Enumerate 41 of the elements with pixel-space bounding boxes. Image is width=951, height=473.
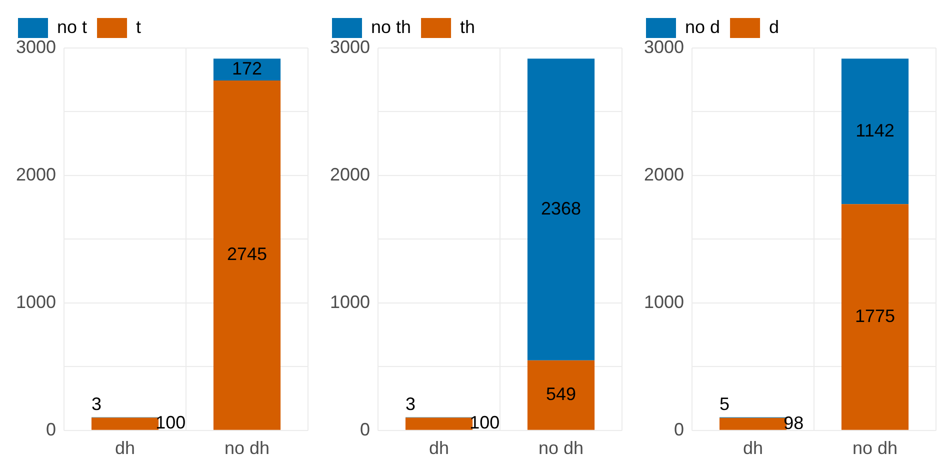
legend-label: no th xyxy=(371,16,412,37)
bar xyxy=(213,58,281,81)
bar xyxy=(841,204,909,430)
x-tick-label: no dh xyxy=(852,438,898,458)
y-tick-label: 1000 xyxy=(644,292,684,312)
data-label: 2745 xyxy=(226,244,268,264)
legend-label: no d xyxy=(685,16,720,37)
bar xyxy=(91,418,159,430)
y-tick-label: 2000 xyxy=(16,164,56,184)
data-label: 1775 xyxy=(854,306,896,326)
data-label: 549 xyxy=(546,384,576,404)
data-label: 1142 xyxy=(856,120,894,140)
x-tick-label: dh xyxy=(429,438,450,458)
legend-label: no t xyxy=(57,16,88,37)
y-tick-label: 3000 xyxy=(330,36,370,57)
y-tick-label: 0 xyxy=(46,419,56,440)
y-tick-label: 2000 xyxy=(330,164,370,184)
y-tick-label: 3000 xyxy=(644,36,684,57)
y-tick-label: 1000 xyxy=(16,292,56,312)
x-tick-label: dh xyxy=(115,438,136,458)
legend-label: t xyxy=(136,16,142,37)
data-label: 5 xyxy=(719,394,730,414)
y-tick-label: 0 xyxy=(360,419,370,440)
y-tick-label: 0 xyxy=(674,419,684,440)
x-tick-label: dh xyxy=(743,438,764,458)
bar xyxy=(527,360,595,430)
y-tick-label: 1000 xyxy=(330,292,370,312)
x-tick-label: no dh xyxy=(538,438,584,458)
x-tick-label: no dh xyxy=(224,438,270,458)
data-label: 172 xyxy=(232,58,262,79)
y-tick-label: 3000 xyxy=(16,36,56,57)
legend-label: th xyxy=(460,16,476,37)
legend-label: d xyxy=(769,16,780,37)
bar xyxy=(405,418,473,430)
y-tick-label: 2000 xyxy=(644,164,684,184)
data-label: 3 xyxy=(405,394,416,414)
data-label: 2368 xyxy=(540,198,582,218)
bar xyxy=(527,58,595,360)
bar xyxy=(841,58,909,204)
bar xyxy=(213,80,281,430)
data-label: 3 xyxy=(91,394,102,414)
